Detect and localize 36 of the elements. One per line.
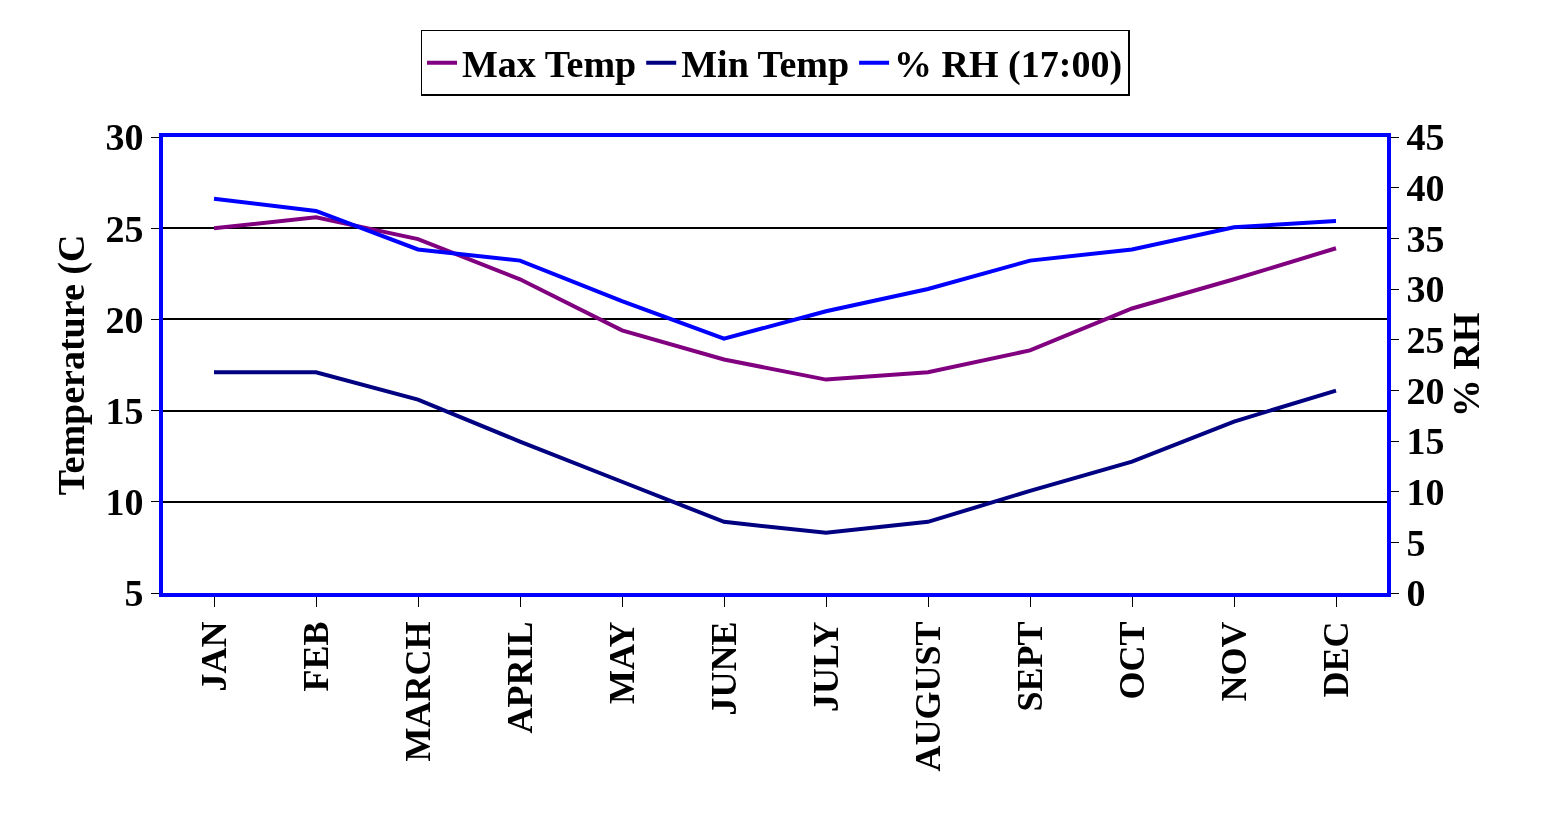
y2-tick-label: 35 [1406,217,1445,260]
y-tick-label: 15 [105,389,144,432]
legend-label: Max Temp [462,43,637,86]
y-tick-label: 10 [105,481,144,524]
y-tick-label: 30 [105,116,144,159]
x-tick-label: SEPT [1009,621,1050,712]
y2-tick-label: 25 [1406,318,1445,361]
x-tick-label: MAY [601,621,642,705]
x-tick-label: DEC [1315,621,1356,698]
line-series [212,215,1338,382]
y-tick-label: 5 [124,572,144,615]
y2-tick-label: 40 [1406,166,1445,209]
x-tick-label: JULY [805,621,846,713]
x-tick-label: APRIL [499,621,540,734]
y2-tick-label: 20 [1406,369,1445,412]
y-tick-label: 25 [105,207,144,250]
legend-label: % RH (17:00) [894,43,1123,87]
legend-label: Min Temp [681,43,850,86]
y2-tick-label: 10 [1406,470,1445,513]
y2-tick-label: 45 [1406,116,1445,159]
x-tick-label: NOV [1213,621,1254,702]
y2-tick-label: 30 [1406,268,1445,311]
y-tick-label: 20 [105,298,144,341]
y-axis-title: Temperature (C [50,234,94,496]
y2-tick-label: 0 [1406,572,1426,615]
y2-tick-label: 5 [1406,521,1426,564]
line-series [212,196,1338,341]
x-tick-label: FEB [295,621,336,692]
x-tick-label: JUNE [703,621,744,716]
line-series [212,370,1338,535]
x-tick-label: AUGUST [907,621,948,772]
x-tick-label: OCT [1111,621,1152,700]
y2-tick-label: 15 [1406,420,1445,463]
x-tick-label: MARCH [397,621,438,762]
x-tick-label: JAN [193,621,234,692]
y2-axis-title: % RH [1445,312,1488,418]
